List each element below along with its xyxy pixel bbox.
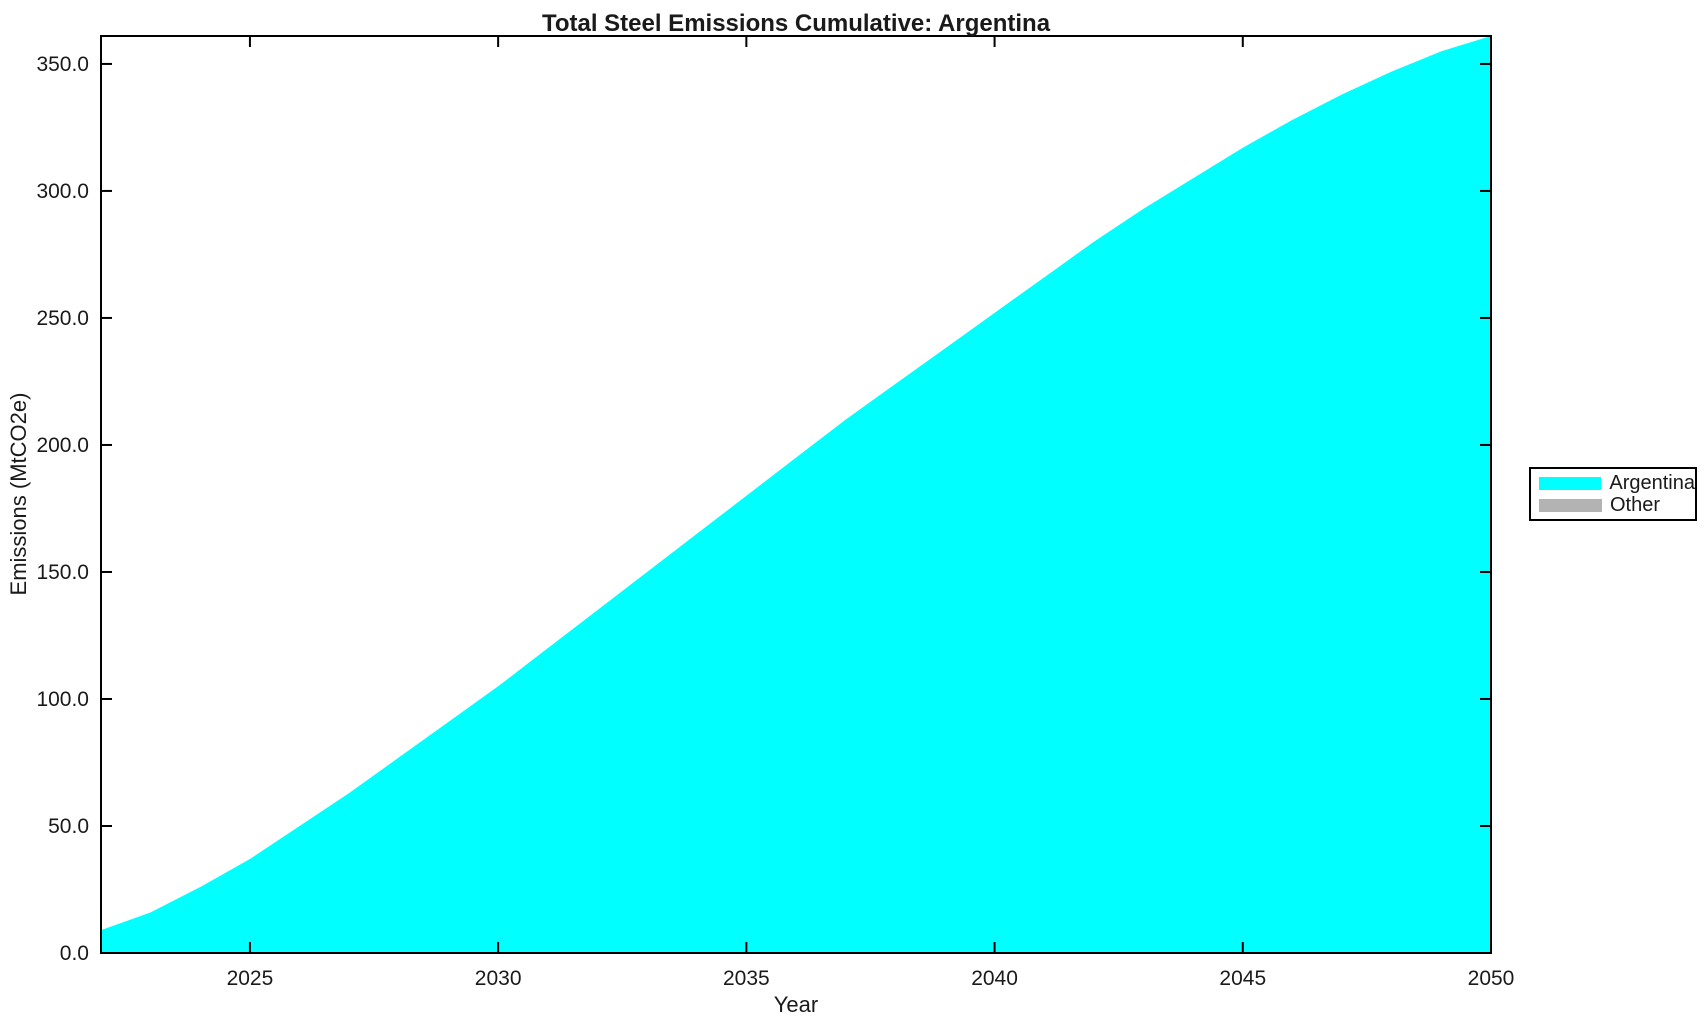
x-tick-label: 2030	[475, 967, 522, 990]
x-tick-label: 2040	[971, 967, 1018, 990]
y-tick-label: 300.0	[36, 180, 89, 203]
plot-border	[100, 35, 1492, 954]
y-tick-label: 50.0	[48, 815, 89, 838]
area-series-argentina	[101, 36, 1491, 953]
y-tick-label: 100.0	[36, 688, 89, 711]
x-tick-label: 2050	[1468, 967, 1515, 990]
area-fill-argentina	[101, 36, 1491, 953]
legend-item-argentina: Argentina	[1539, 472, 1695, 494]
y-tick-label: 200.0	[36, 434, 89, 457]
x-tick-label: 2045	[1219, 967, 1266, 990]
legend-swatch-argentina	[1539, 476, 1602, 490]
axes-box	[100, 35, 1492, 954]
y-tick-label: 0.0	[60, 942, 89, 965]
legend: Argentina Other	[1529, 467, 1697, 521]
x-tick-label: 2025	[227, 967, 274, 990]
legend-swatch-other	[1539, 498, 1602, 512]
y-axis-label: Emissions (MtCO2e)	[6, 393, 31, 596]
y-tick-label: 150.0	[36, 561, 89, 584]
legend-item-other: Other	[1539, 494, 1695, 516]
y-tick-labels: 0.0 50.0 100.0 150.0 200.0 250.0 300.0 350.0	[36, 53, 89, 965]
legend-label-other: Other	[1610, 494, 1661, 516]
x-axis-label: Year	[774, 992, 818, 1017]
y-tick-label: 250.0	[36, 307, 89, 330]
legend-label-argentina: Argentina	[1609, 472, 1695, 494]
x-tick-labels: 2025 2030 2035 2040 2045 2050	[227, 967, 1515, 990]
y-tick-label: 350.0	[36, 53, 89, 76]
x-tick-label: 2035	[723, 967, 770, 990]
chart-title: Total Steel Emissions Cumulative: Argent…	[542, 10, 1051, 37]
